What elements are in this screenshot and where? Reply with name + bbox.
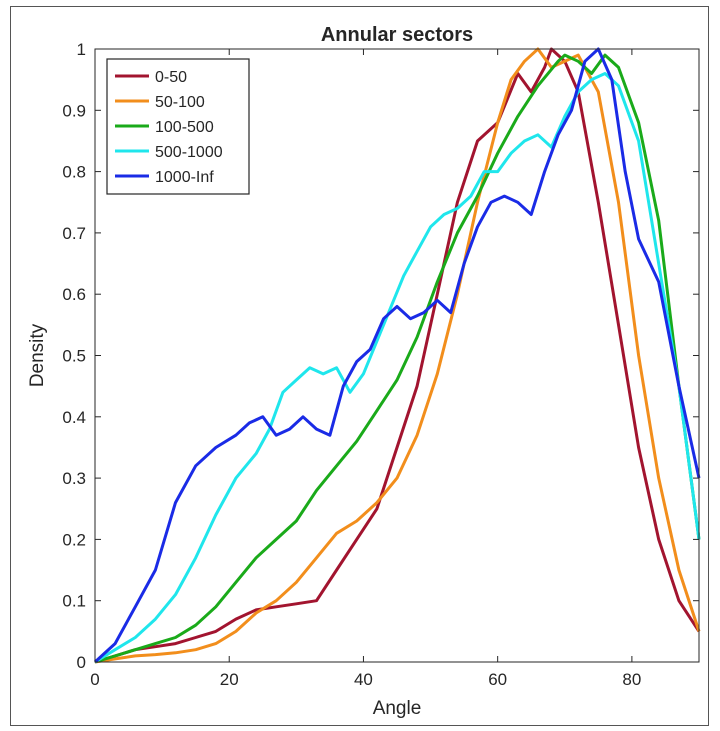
y-tick-label: 0.4	[62, 408, 86, 427]
legend-label: 0-50	[155, 69, 187, 86]
y-axis-label: Density	[27, 323, 48, 387]
legend: 0-50 50-100 100-500 500-1000 1000-Inf	[106, 58, 250, 195]
y-tick-label: 0.8	[62, 163, 86, 182]
series-line-500-1000	[94, 72, 701, 664]
figure-frame: 0 20 40 60 80 0 0.1 0.2 0.3 0.4 0.5 0.6 0.7 0.8 0.9 1 A…	[10, 6, 709, 726]
series-line-1000-Inf	[93, 47, 701, 664]
x-tick-label: 20	[220, 670, 239, 689]
chart-title: Annular sectors	[321, 24, 473, 46]
y-tick-label: 0.5	[62, 347, 86, 366]
legend-label: 500-1000	[155, 144, 223, 161]
ticks-layer: 0 20 40 60 80 0 0.1 0.2 0.3 0.4 0.5 0.6 0.7 0.8 0.9 1	[62, 40, 699, 689]
x-axis-label: Angle	[373, 698, 422, 719]
legend-label: 100-500	[155, 119, 214, 136]
y-tick-label: 0.9	[62, 101, 86, 120]
y-tick-label: 0.6	[62, 285, 86, 304]
legend-label: 1000-Inf	[155, 169, 214, 186]
y-tick-label: 1	[77, 40, 86, 59]
y-tick-label: 0.7	[62, 224, 86, 243]
x-tick-label: 0	[90, 670, 99, 689]
x-tick-label: 80	[622, 670, 641, 689]
y-tick-label: 0.2	[62, 530, 86, 549]
x-tick-label: 60	[488, 670, 507, 689]
series-layer	[93, 47, 701, 664]
y-tick-label: 0	[77, 653, 86, 672]
series-line-0-50	[94, 47, 701, 664]
legend-label: 50-100	[155, 94, 205, 111]
y-tick-label: 0.3	[62, 469, 86, 488]
y-tick-label: 0.1	[62, 592, 86, 611]
x-tick-label: 40	[354, 670, 373, 689]
series-line-100-500	[94, 53, 701, 664]
chart: 0 20 40 60 80 0 0.1 0.2 0.3 0.4 0.5 0.6 0.7 0.8 0.9 1 A…	[27, 24, 701, 719]
